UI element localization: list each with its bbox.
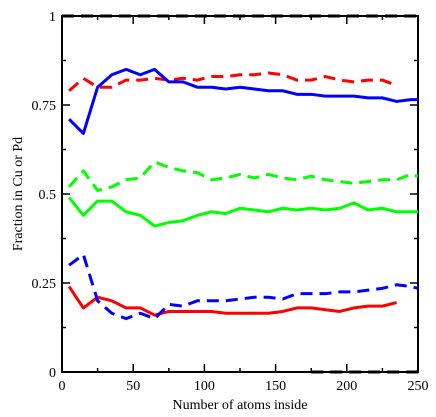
series-line-1 — [67, 285, 398, 317]
series-line-5 — [68, 67, 418, 135]
x-tick-label: 0 — [59, 379, 66, 394]
axis-ticks — [61, 15, 419, 373]
y-axis-title: Fraction in Cu or Pd — [11, 137, 26, 251]
tick-labels: 0 50 100 150 200 250 0 0.25 0.5 0.75 1 — [32, 10, 429, 394]
series-lines — [62, 14, 419, 374]
series-line-6 — [68, 253, 419, 321]
y-tick-label: 0.75 — [32, 99, 57, 114]
x-tick-label: 50 — [126, 379, 140, 394]
x-axis-title: Number of atoms inside — [173, 398, 308, 413]
x-tick-label: 200 — [336, 379, 357, 394]
x-tick-label: 100 — [194, 379, 215, 394]
series-line-3 — [67, 196, 418, 228]
y-tick-label: 1 — [49, 10, 56, 25]
y-tick-label: 0 — [49, 366, 56, 381]
x-tick-label: 250 — [408, 379, 429, 394]
series-line-4 — [67, 160, 419, 192]
y-tick-label: 0.25 — [32, 277, 57, 292]
plot-frame — [61, 15, 419, 373]
x-tick-label: 150 — [265, 379, 286, 394]
y-tick-label: 0.5 — [39, 188, 57, 203]
series-line-2 — [68, 71, 398, 92]
